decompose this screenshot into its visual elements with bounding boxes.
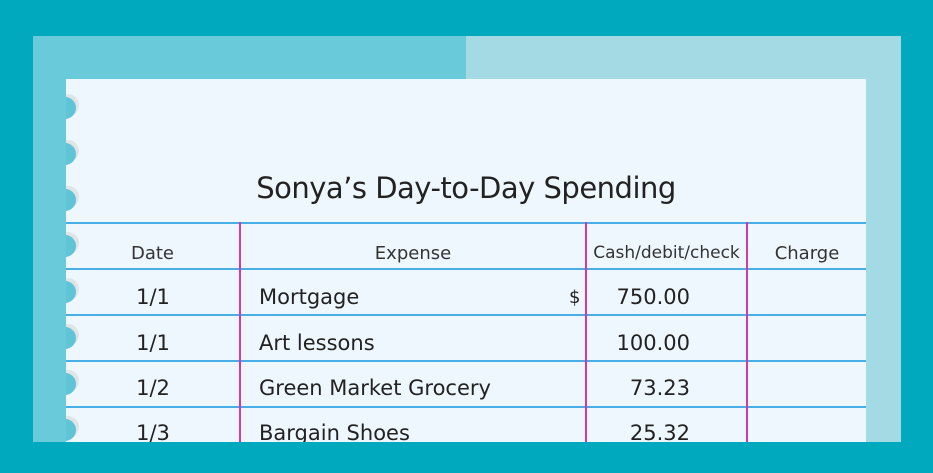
binder-hole-icon: [66, 143, 76, 165]
row-3-date: 1/2: [136, 376, 170, 400]
binder-hole-icon: [66, 97, 76, 119]
binder-hole-icon: [66, 235, 76, 257]
row-3-cash: 73.23: [629, 376, 690, 400]
binder-hole-icon: [66, 327, 76, 349]
rule-line: [66, 406, 866, 408]
rule-line: [66, 360, 866, 362]
page-frame: Sonya’s Day-to-Day Spending Date Expense…: [33, 36, 901, 442]
row-4-expense: Bargain Shoes: [259, 421, 410, 442]
row-1-expense: Mortgage: [259, 285, 360, 309]
column-header-cash: Cash/debit/check: [593, 243, 740, 263]
row-4-cash: 25.32: [629, 421, 690, 442]
column-header-expense: Expense: [374, 243, 452, 264]
binder-hole-icon: [66, 189, 76, 211]
row-2-expense: Art lessons: [259, 331, 375, 355]
row-1-cash: 750.00: [616, 285, 690, 309]
column-divider: [746, 222, 748, 442]
notebook-paper: Sonya’s Day-to-Day Spending Date Expense…: [66, 79, 866, 442]
row-2-date: 1/1: [136, 331, 170, 355]
column-header-charge: Charge: [774, 243, 840, 264]
currency-symbol: $: [569, 287, 581, 308]
rule-line: [66, 314, 866, 316]
binder-hole-icon: [66, 373, 76, 395]
binder-hole-icon: [66, 419, 76, 441]
row-4-date: 1/3: [136, 421, 170, 442]
row-2-cash: 100.00: [616, 331, 690, 355]
page-title: Sonya’s Day-to-Day Spending: [256, 171, 676, 205]
column-divider: [239, 222, 241, 442]
row-1-date: 1/1: [136, 285, 170, 309]
column-divider: [585, 222, 587, 442]
rule-line: [66, 222, 866, 224]
row-3-expense: Green Market Grocery: [259, 376, 491, 400]
binder-hole-icon: [66, 281, 76, 303]
column-header-date: Date: [130, 243, 175, 264]
rule-line: [66, 268, 866, 270]
